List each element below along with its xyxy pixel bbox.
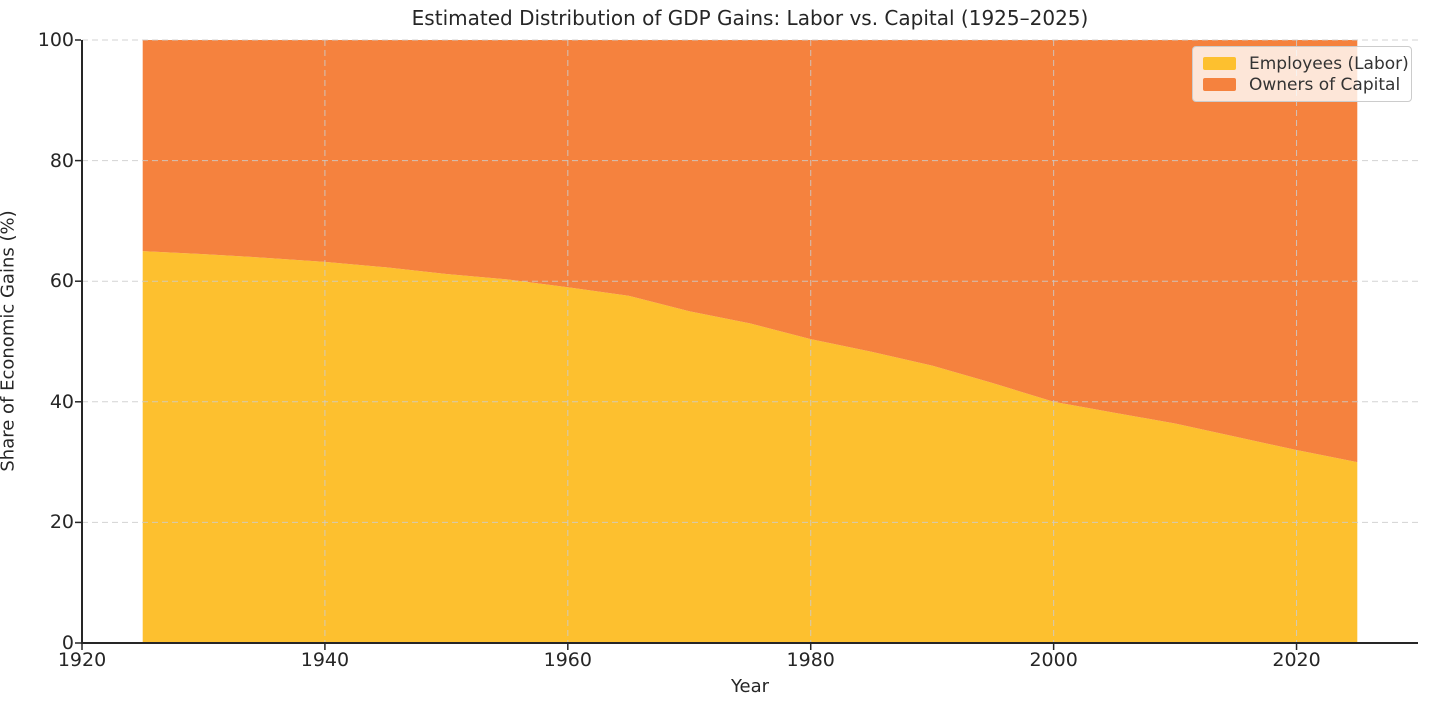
y-tick-label: 60 <box>49 270 74 293</box>
legend-item-labor: Employees (Labor) <box>1203 54 1409 74</box>
legend: Employees (Labor) Owners of Capital <box>1192 46 1412 102</box>
y-tick-label: 20 <box>49 511 74 534</box>
labor-swatch <box>1203 57 1236 70</box>
y-axis-label-text: Share of Economic Gains (%) <box>0 210 19 472</box>
x-tick-label: 1920 <box>57 649 107 671</box>
legend-label-capital: Owners of Capital <box>1249 74 1401 95</box>
x-axis-label: Year <box>730 676 770 697</box>
y-tick-label: 0 <box>61 632 74 654</box>
y-tick-label: 40 <box>49 390 74 413</box>
x-tick-label: 1960 <box>543 649 592 671</box>
y-tick-label: 100 <box>37 29 74 51</box>
capital-swatch <box>1203 78 1236 91</box>
x-tick-label: 1980 <box>786 649 835 671</box>
legend-label-labor: Employees (Labor) <box>1249 53 1409 74</box>
x-tick-label: 1940 <box>300 649 350 671</box>
y-tick-label: 80 <box>49 149 74 172</box>
x-tick-label: 2000 <box>1029 649 1078 671</box>
legend-item-capital: Owners of Capital <box>1203 75 1401 95</box>
chart-title: Estimated Distribution of GDP Gains: Lab… <box>411 6 1089 30</box>
x-tick-label: 2020 <box>1272 649 1321 671</box>
